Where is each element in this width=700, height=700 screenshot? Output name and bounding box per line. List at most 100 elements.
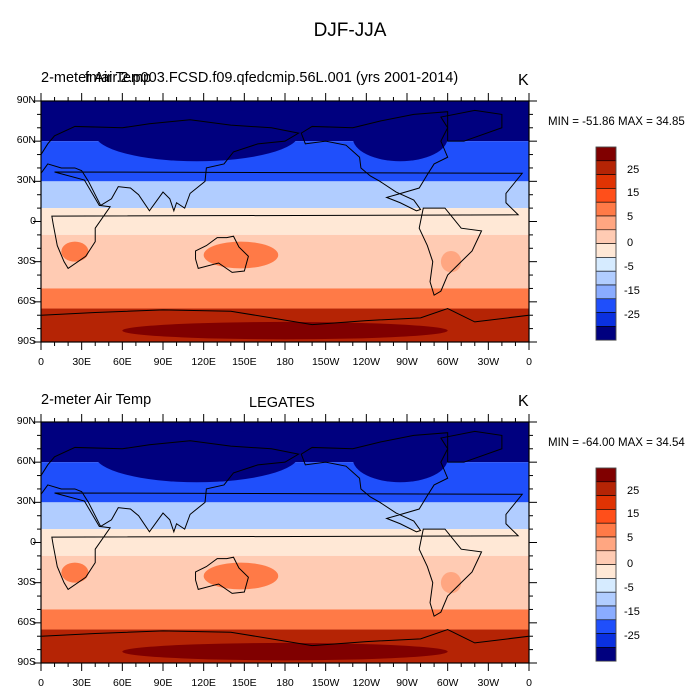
colorbar-label: 15 (627, 508, 640, 521)
colorbar-box (595, 578, 617, 593)
colorbar-box (595, 564, 617, 579)
temperature-anomaly-region (440, 250, 462, 273)
x-tick-label: 30W (477, 356, 500, 368)
temperature-anomaly-region (61, 562, 89, 583)
temperature-anomaly-region (447, 431, 489, 456)
y-tick-label: 30N (16, 174, 36, 187)
temperature-band (41, 181, 529, 209)
x-tick-label: 30E (72, 677, 91, 689)
colorbar-label: -25 (624, 309, 640, 322)
temperature-anomaly-region (122, 642, 448, 661)
temperature-anomaly-region (203, 241, 279, 269)
colorbar-box (595, 174, 617, 189)
x-tick-label: 60E (112, 356, 132, 368)
coastline-eurasia (40, 440, 300, 534)
y-tick-label: 90N (16, 94, 36, 106)
colorbar-frame (595, 146, 617, 341)
colorbar-box (595, 243, 617, 258)
colorbar-label: 25 (627, 163, 640, 176)
temperature-anomaly-region (122, 321, 448, 340)
colorbar-label: 25 (627, 484, 640, 497)
y-tick-label: 0 (30, 535, 36, 548)
y-tick-label: 60N (16, 134, 36, 147)
x-tick-label: 90W (396, 356, 418, 368)
colorbar-box (595, 188, 617, 203)
coastline-eurasia (40, 119, 300, 213)
colorbar-box (595, 605, 617, 621)
colorbar-box (595, 509, 617, 524)
y-tick-label: 30S (17, 575, 36, 588)
coastline-namerica (300, 432, 449, 533)
coastline-namerica (300, 111, 449, 212)
temperature-anomaly-region (447, 110, 489, 135)
coastline-greenland (440, 430, 503, 463)
x-tick-label: 150E (232, 677, 257, 689)
x-tick-label: 150W (311, 356, 340, 368)
x-tick-label: 150W (311, 677, 340, 689)
colorbar-label: 5 (627, 211, 634, 224)
colorbar-box (595, 591, 617, 607)
x-tick-label: 150E (232, 356, 257, 368)
x-tick-label: 0 (38, 356, 44, 368)
coastline-africa (51, 171, 524, 270)
colorbar-box (595, 619, 617, 634)
colorbar-box (595, 550, 617, 565)
colorbar-label: 5 (627, 532, 634, 545)
panel-2-min-max: MIN = -64.00 MAX = 34.54 (548, 437, 685, 449)
colorbar-label: -5 (624, 260, 634, 273)
x-tick-label: 90E (153, 677, 173, 689)
colorbar-label: 0 (627, 236, 634, 249)
y-tick-label: 90N (16, 415, 36, 427)
temperature-anomaly-region (440, 571, 462, 594)
x-tick-label: 120W (352, 356, 381, 368)
temperature-anomaly-region (203, 562, 279, 590)
colorbar-box (595, 284, 617, 300)
colorbar-box (595, 536, 617, 552)
temperature-anomaly-region (352, 114, 448, 162)
x-tick-label: 180 (276, 677, 294, 689)
colorbar-box (595, 146, 617, 162)
colorbar-box (595, 481, 617, 496)
x-tick-label: 120E (191, 356, 216, 368)
coastline-samerica (418, 207, 483, 296)
x-tick-label: 120E (191, 677, 216, 689)
colorbar-box (595, 522, 617, 538)
panel-1-units: K (518, 72, 529, 89)
colorbar-box (595, 312, 617, 327)
colorbar-frame (595, 467, 617, 662)
y-tick-label: 60S (17, 615, 36, 628)
colorbar-label: -5 (624, 581, 634, 594)
x-tick-label: 60E (112, 677, 132, 689)
colorbar-box (595, 229, 617, 244)
x-tick-label: 0 (38, 677, 44, 689)
x-tick-label: 0 (526, 356, 532, 368)
panel-1-left-title: 2-meter Air Temp (41, 70, 152, 86)
colorbar-box (595, 215, 617, 231)
temperature-anomaly-region (95, 107, 299, 162)
x-tick-label: 60W (436, 356, 459, 368)
y-tick-label: 90S (17, 656, 36, 668)
x-tick-label: 120W (352, 677, 381, 689)
x-tick-label: 90E (153, 356, 173, 368)
x-tick-label: 90W (396, 677, 418, 689)
colorbar-box (595, 201, 617, 217)
temperature-band (41, 529, 529, 556)
y-tick-label: 60S (17, 294, 36, 307)
panel-1-min-max: MIN = -51.86 MAX = 34.85 (548, 116, 685, 128)
coastline-australia (195, 556, 249, 594)
x-tick-label: 60W (436, 677, 459, 689)
y-tick-label: 90S (17, 335, 36, 347)
figure-title: DJF-JJA (313, 20, 387, 41)
map-panel-1 (40, 101, 530, 343)
temperature-anomaly-region (95, 428, 299, 483)
coastline-samerica (418, 528, 483, 617)
y-tick-label: 30S (17, 254, 36, 267)
colorbar-box (595, 495, 617, 510)
y-tick-label: 30N (16, 495, 36, 508)
colorbar-label: -15 (624, 284, 640, 297)
panel-2-left-title: 2-meter Air Temp (41, 392, 152, 408)
coastline-greenland (440, 109, 503, 142)
colorbar-box (595, 270, 617, 286)
colorbar-box (595, 467, 617, 483)
